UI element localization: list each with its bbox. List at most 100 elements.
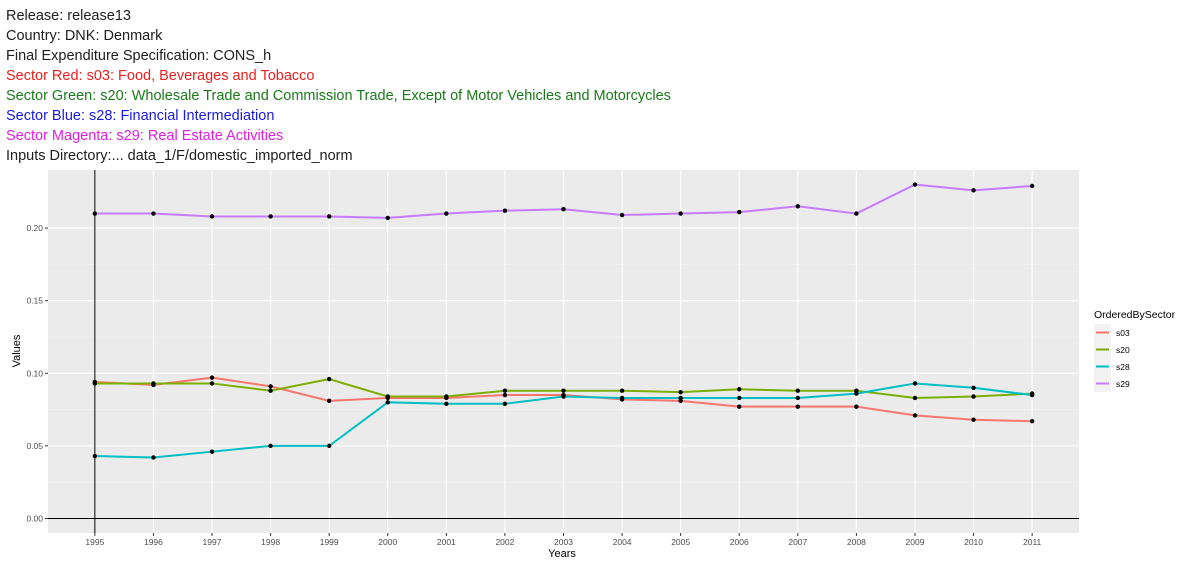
legend-label-s28: s28 — [1116, 362, 1130, 372]
data-point-s29 — [561, 207, 566, 212]
y-tick-label: 0.10 — [26, 368, 43, 378]
data-point-s03 — [209, 375, 215, 380]
data-point-s20 — [326, 376, 332, 382]
data-point-s28 — [795, 395, 801, 401]
x-tick-label: 1998 — [261, 537, 280, 547]
y-tick-label: 0.05 — [26, 441, 43, 451]
data-point-s03 — [912, 413, 918, 418]
data-point-s29 — [268, 214, 273, 219]
data-point-s29 — [854, 211, 859, 216]
sector-green-line: Sector Green: s20: Wholesale Trade and C… — [6, 88, 671, 104]
legend-title: OrderedBySector — [1094, 309, 1176, 321]
data-point-s28 — [385, 400, 390, 405]
data-point-s28 — [561, 394, 566, 399]
data-point-s29 — [912, 182, 918, 187]
data-point-s20 — [737, 387, 742, 392]
x-tick-label: 2000 — [378, 537, 397, 547]
data-point-s03 — [326, 398, 332, 404]
data-point-s29 — [502, 208, 508, 213]
major-gridlines — [48, 170, 1079, 533]
data-point-s28 — [678, 395, 683, 401]
legend-label-s03: s03 — [1116, 328, 1130, 338]
x-tick-label: 2004 — [613, 537, 632, 547]
data-point-s20 — [912, 395, 918, 401]
data-point-s29 — [795, 204, 801, 209]
data-point-s28 — [502, 401, 508, 406]
data-point-s20 — [502, 388, 508, 393]
data-point-s20 — [444, 394, 449, 399]
data-point-s28 — [619, 395, 625, 401]
x-tick-label: 1999 — [320, 537, 339, 547]
data-point-s03 — [502, 392, 508, 398]
data-point-s29 — [619, 212, 625, 218]
legend-label-s29: s29 — [1116, 379, 1130, 389]
data-point-s28 — [268, 443, 273, 449]
data-point-s20 — [619, 388, 625, 393]
data-point-s29 — [1029, 183, 1035, 189]
data-point-s20 — [151, 381, 156, 386]
data-point-s29 — [326, 214, 332, 219]
data-point-s28 — [444, 401, 449, 406]
sector-magenta-line: Sector Magenta: s29: Real Estate Activit… — [6, 128, 284, 144]
data-point-s29 — [385, 215, 390, 221]
x-tick-label: 2002 — [495, 537, 514, 547]
data-point-s03 — [971, 417, 976, 422]
x-tick-label: 2010 — [964, 537, 983, 547]
data-point-s28 — [326, 443, 332, 449]
x-tick-label: 2006 — [730, 537, 749, 547]
x-tick-label: 2011 — [1023, 537, 1042, 547]
data-point-s29 — [209, 214, 215, 219]
data-point-s20 — [971, 394, 976, 399]
legend-label-s20: s20 — [1116, 345, 1130, 355]
data-point-s20 — [678, 389, 683, 395]
data-point-s03 — [795, 404, 801, 409]
x-axis-ticks: 1995 1996 1997 1998 1999 2000 2001 2002 2003 2004… — [85, 533, 1042, 547]
data-point-s29 — [444, 211, 449, 216]
x-tick-label: 2009 — [906, 537, 925, 547]
reference-lines — [48, 170, 1079, 533]
y-axis-title: Values — [11, 334, 23, 367]
data-point-s20 — [385, 394, 390, 399]
data-point-s20 — [268, 388, 273, 393]
data-point-s28 — [912, 381, 918, 386]
data-point-s28 — [151, 455, 156, 460]
data-point-s29 — [678, 211, 683, 216]
country-line: Country: DNK: Denmark — [6, 28, 163, 44]
legend: OrderedBySector s03 s20 s28 s29 — [1094, 309, 1176, 392]
y-tick-label: 0.00 — [26, 513, 43, 523]
data-point-s29 — [151, 211, 156, 216]
x-tick-label: 2003 — [554, 537, 573, 547]
data-point-s03 — [854, 404, 859, 409]
release-line: Release: release13 — [6, 8, 131, 24]
data-point-s28 — [854, 391, 859, 396]
x-tick-label: 1995 — [85, 537, 104, 547]
y-axis-ticks: 0.00 0.05 0.10 0.15 0.20 — [26, 223, 48, 523]
data-point-s29 — [737, 209, 742, 215]
sector-red-line: Sector Red: s03: Food, Beverages and Tob… — [6, 68, 315, 84]
data-point-s28 — [209, 449, 215, 454]
chart-header: Release: release13 Country: DNK: Denmark… — [6, 6, 671, 166]
x-tick-label: 1997 — [203, 537, 222, 547]
sector-blue-line: Sector Blue: s28: Financial Intermediati… — [6, 108, 275, 124]
data-point-s28 — [971, 385, 976, 390]
final-spec-line: Final Expenditure Specification: CONS_h — [6, 48, 272, 64]
data-point-s03 — [1029, 418, 1035, 424]
x-tick-label: 1996 — [144, 537, 163, 547]
data-point-s03 — [737, 404, 742, 409]
data-point-s20 — [795, 388, 801, 393]
x-tick-label: 2001 — [437, 537, 456, 547]
inputs-dir-line: Inputs Directory:... data_1/F/domestic_i… — [6, 148, 353, 164]
y-tick-label: 0.20 — [26, 223, 43, 233]
data-point-s29 — [971, 188, 976, 193]
data-point-s03 — [268, 384, 273, 389]
data-point-s20 — [209, 381, 215, 386]
x-tick-label: 2005 — [671, 537, 690, 547]
x-tick-label: 2008 — [847, 537, 866, 547]
y-tick-label: 0.15 — [26, 296, 43, 306]
data-point-s20 — [561, 388, 566, 393]
data-point-s28 — [1029, 392, 1035, 398]
data-point-s28 — [737, 395, 742, 401]
x-axis-title: Years — [548, 548, 576, 560]
x-tick-label: 2007 — [788, 537, 807, 547]
